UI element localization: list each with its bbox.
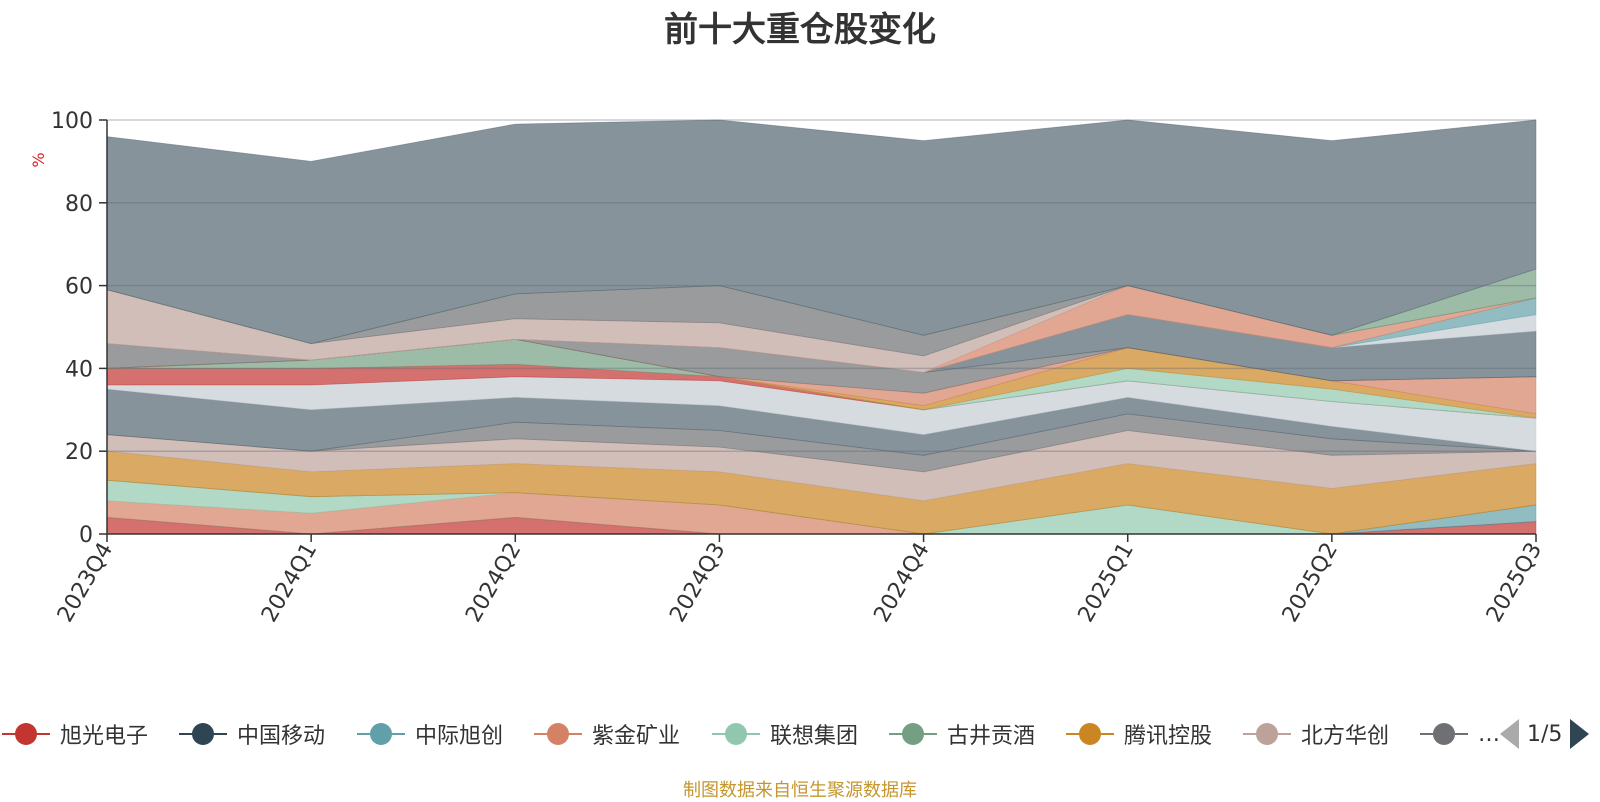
legend-label: …	[1478, 721, 1500, 747]
y-tick-label: 60	[65, 275, 93, 300]
y-tick-label: 0	[79, 523, 93, 548]
pager-text: 1/5	[1527, 721, 1563, 747]
y-tick-label: 100	[51, 109, 93, 134]
legend-label: 中际旭创	[415, 724, 504, 749]
pager-prev-icon[interactable]	[1500, 719, 1519, 749]
legend-marker-icon	[357, 723, 405, 745]
x-tick-label: 2024Q2	[461, 539, 526, 627]
legend-item[interactable]: 旭光电子	[0, 712, 148, 756]
pager-next-icon[interactable]	[1570, 719, 1590, 749]
stacked-area-chart: 0 20 40 60 80 100% 2023Q4 2024Q1 2024Q2 2024Q3 202…	[29, 109, 1547, 627]
legend-item[interactable]: 腾讯控股	[1064, 712, 1212, 756]
y-tick-label: 20	[65, 440, 93, 465]
legend-item[interactable]: 北方华创	[1241, 712, 1389, 756]
legend-label: 古井贡酒	[947, 724, 1036, 749]
area-series-25[interactable]	[106, 119, 1537, 345]
x-tick-label: 2025Q2	[1278, 539, 1343, 627]
legend-marker-icon	[889, 723, 937, 745]
x-tick-label: 2024Q1	[257, 539, 322, 627]
x-tick-label: 2024Q3	[665, 539, 730, 627]
legend-marker-icon	[712, 723, 760, 745]
legend-item[interactable]: 中国移动	[177, 712, 325, 756]
legend-label: 北方华创	[1301, 724, 1390, 749]
x-tick-label: 2024Q4	[869, 539, 934, 627]
areas-layer	[106, 119, 1537, 535]
legend-marker-icon	[1066, 723, 1114, 745]
legend-item[interactable]: …	[1418, 712, 1500, 756]
legend-label: 旭光电子	[60, 724, 149, 749]
legend-pager: 1/5	[1500, 716, 1600, 752]
legend: 旭光电子 中国移动 中际旭创 紫金矿业 联想集团 古井贡酒 腾讯控股 北方华创 …	[0, 712, 1600, 756]
legend-marker-icon	[534, 723, 582, 745]
legend-item[interactable]: 古井贡酒	[887, 712, 1035, 756]
grid-layer	[107, 119, 1536, 452]
legend-label: 腾讯控股	[1124, 724, 1213, 749]
legend-item[interactable]: 中际旭创	[355, 712, 503, 756]
legend-label: 中国移动	[237, 724, 326, 749]
y-tick-label: 80	[65, 192, 93, 217]
legend-marker-icon	[1420, 723, 1468, 745]
source-note: 制图数据来自恒生聚源数据库	[683, 780, 917, 801]
x-tick-label: 2025Q1	[1074, 539, 1139, 627]
y-tick-label: 40	[65, 357, 93, 382]
y-axis-label: %	[29, 152, 48, 167]
legend-item[interactable]: 联想集团	[710, 712, 858, 756]
chart-title: 前十大重仓股变化	[664, 10, 936, 50]
legend-label: 紫金矿业	[592, 724, 681, 749]
legend-label: 联想集团	[770, 724, 859, 749]
legend-item[interactable]: 紫金矿业	[532, 712, 680, 756]
x-tick-label: 2025Q3	[1482, 539, 1547, 627]
legend-marker-icon	[179, 723, 227, 745]
x-tick-label: 2023Q4	[53, 539, 118, 627]
legend-marker-icon	[2, 723, 50, 745]
legend-marker-icon	[1243, 723, 1291, 745]
